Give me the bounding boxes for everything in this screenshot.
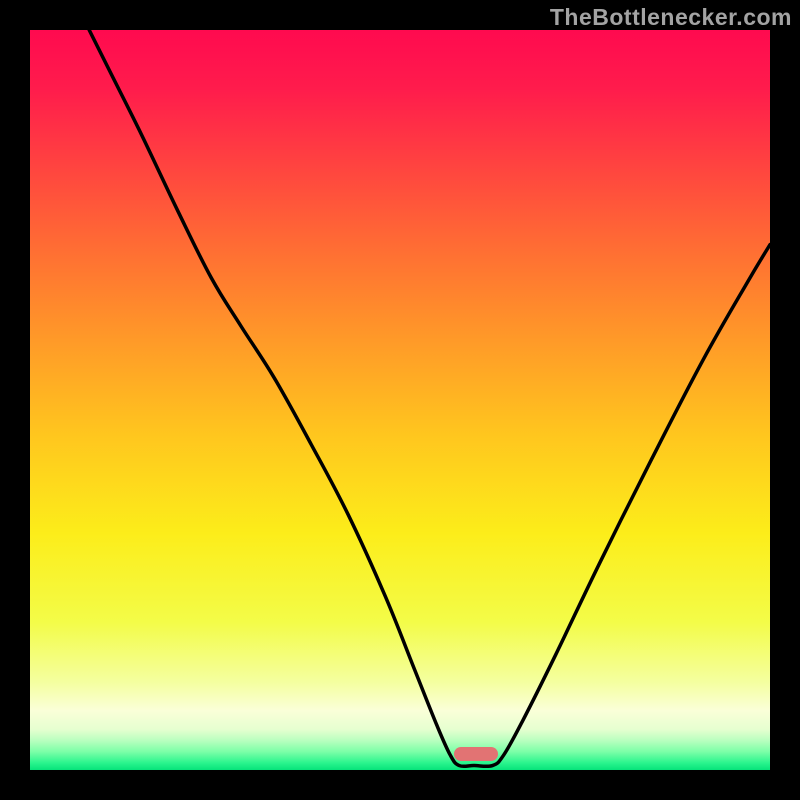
chart-root: TheBottlenecker.com <box>0 0 800 800</box>
plot-area <box>30 30 770 770</box>
optimal-marker <box>454 747 498 761</box>
watermark-text: TheBottlenecker.com <box>550 4 792 31</box>
gradient-background <box>30 30 770 770</box>
